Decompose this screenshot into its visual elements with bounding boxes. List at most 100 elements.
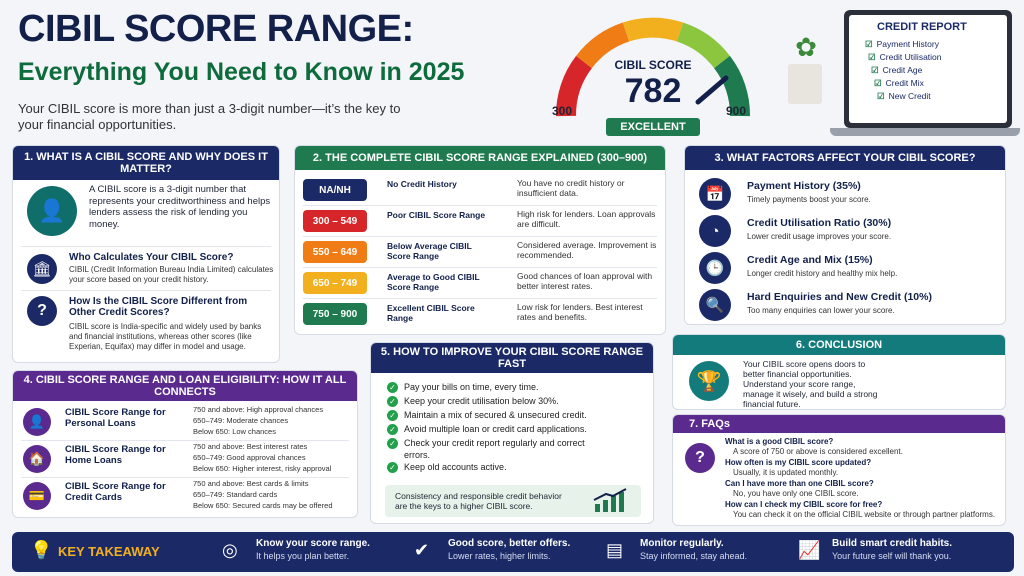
range-label: Poor CIBIL Score Range bbox=[387, 210, 486, 220]
range-label: No Credit History bbox=[387, 179, 457, 189]
tip-text: Keep your credit utilisation below 30%. bbox=[404, 396, 559, 406]
credit-report-item-label: New Credit bbox=[888, 91, 931, 101]
eligibility-line: 750 and above: High approval chances bbox=[193, 405, 324, 414]
faq-item: What is a good CIBIL score? A score of 75… bbox=[725, 437, 1001, 456]
eligibility-line: 750 and above: Best cards & limits bbox=[193, 479, 309, 488]
takeaway-item: Build smart credit habits. Your future se… bbox=[832, 538, 952, 561]
check-icon: ✓ bbox=[387, 438, 398, 450]
faq-question: Can I have more than one CIBIL score? bbox=[725, 479, 874, 488]
range-label: Excellent CIBIL Score Range bbox=[387, 303, 475, 323]
document-icon: ▤ bbox=[606, 540, 624, 560]
range-badge: NA/NH bbox=[303, 179, 367, 201]
takeaway-title: Good score, better offers. bbox=[448, 538, 571, 549]
faq-answer: Usually, it is updated monthly. bbox=[733, 467, 839, 477]
factor-title: Payment History (35%) bbox=[747, 180, 861, 192]
takeaway-title: Build smart credit habits. bbox=[832, 538, 953, 549]
who-calculates-title: Who Calculates Your CIBIL Score? bbox=[69, 252, 234, 263]
eligibility-line: 650–749: Moderate chances bbox=[193, 416, 289, 425]
gauge-max: 900 bbox=[726, 104, 747, 118]
takeaway-title: Monitor regularly. bbox=[640, 538, 724, 549]
eligibility-line: Below 650: Secured cards may be offered bbox=[193, 501, 333, 510]
credit-report-item-label: Credit Mix bbox=[885, 78, 924, 88]
tip-text: Keep old accounts active. bbox=[404, 462, 507, 472]
checkbox-icon: ☑ bbox=[877, 91, 885, 101]
takeaway-subtitle: Your future self will thank you. bbox=[832, 551, 952, 561]
consistency-note-box: Consistency and responsible credit behav… bbox=[385, 485, 641, 517]
range-description: Good chances of loan approval with bette… bbox=[517, 271, 653, 291]
takeaway-subtitle: It helps you plan better. bbox=[256, 551, 350, 561]
range-description: You have no credit history or insufficie… bbox=[517, 178, 625, 198]
tip-text: Avoid multiple loan or credit card appli… bbox=[404, 424, 587, 434]
checkbox-icon: ☑ bbox=[871, 65, 879, 75]
range-label: Average to Good CIBIL Score Range bbox=[387, 272, 480, 292]
laptop-illustration: ✿ CREDIT REPORT ☑ Payment History ☑ Credit … bbox=[770, 4, 1020, 144]
loan-type-label: CIBIL Score Range for Home Loans bbox=[65, 444, 166, 466]
faq-answer: You can check it on the official CIBIL w… bbox=[733, 509, 996, 519]
credit-report-item-label: Credit Utilisation bbox=[879, 52, 942, 62]
tip-item: ✓ Avoid multiple loan or credit card appl… bbox=[387, 423, 647, 437]
range-badge: 300 – 549 bbox=[303, 210, 367, 232]
credit-report-item: ☑ New Credit bbox=[877, 91, 931, 102]
section-score-range: 2. THE COMPLETE CIBIL SCORE RANGE EXPLAI… bbox=[294, 145, 666, 335]
section-2-title: 2. THE COMPLETE CIBIL SCORE RANGE EXPLAI… bbox=[295, 146, 665, 170]
credit-report-item-label: Credit Age bbox=[882, 65, 923, 75]
section-factors: 3. WHAT FACTORS AFFECT YOUR CIBIL SCORE?… bbox=[684, 145, 1006, 325]
check-icon: ✓ bbox=[387, 396, 398, 408]
credit-report-item-label: Payment History bbox=[876, 39, 939, 49]
section-faqs: 7. FAQs ? What is a good CIBIL score? A s… bbox=[672, 414, 1006, 526]
faq-item: Can I have more than one CIBIL score? No,… bbox=[725, 479, 1001, 498]
section-3-title: 3. WHAT FACTORS AFFECT YOUR CIBIL SCORE? bbox=[685, 146, 1005, 170]
target-icon: ◎ bbox=[222, 540, 238, 560]
eligibility-line: Below 650: Higher interest, risky approv… bbox=[193, 464, 332, 473]
credit-report-title: CREDIT REPORT bbox=[877, 21, 967, 33]
range-badge: 550 – 649 bbox=[303, 241, 367, 263]
range-description: Low risk for lenders. Best interest rate… bbox=[517, 302, 643, 322]
takeaway-subtitle: Lower rates, higher limits. bbox=[448, 551, 551, 561]
tip-item: ✓ Pay your bills on time, every time. bbox=[387, 381, 647, 395]
shield-icon: ✔ bbox=[414, 540, 430, 560]
section-6-title: 6. CONCLUSION bbox=[673, 335, 1005, 355]
gauge-value: 782 bbox=[624, 72, 682, 110]
check-icon: ✓ bbox=[387, 410, 398, 422]
calendar-icon: 📅 bbox=[699, 178, 731, 210]
factor-description: Longer credit history and healthy mix he… bbox=[747, 269, 898, 278]
takeaway-title: Know your score range. bbox=[256, 538, 370, 549]
factor-title: Credit Age and Mix (15%) bbox=[747, 254, 873, 266]
section-loan-eligibility: 4. CIBIL SCORE RANGE AND LOAN ELIGIBILIT… bbox=[12, 370, 358, 518]
eligibility-line: Below 650: Low chances bbox=[193, 427, 276, 436]
tip-item: ✓ Maintain a mix of secured & unsecured c… bbox=[387, 409, 647, 423]
faq-question: How often is my CIBIL score updated? bbox=[725, 458, 872, 467]
range-badge: 650 – 749 bbox=[303, 272, 367, 294]
growth-icon: 📈 bbox=[798, 540, 821, 560]
consistency-note: Consistency and responsible credit behav… bbox=[395, 491, 562, 511]
bulb-icon: 💡 bbox=[30, 540, 53, 560]
factor-description: Too many enquiries can lower your score. bbox=[747, 306, 895, 315]
who-calculates-body: CIBIL (Credit Information Bureau India L… bbox=[69, 265, 274, 284]
bank-icon: 🏛 bbox=[27, 254, 57, 284]
key-takeaway-label: KEY TAKEAWAY bbox=[58, 544, 160, 559]
checkbox-icon: ☑ bbox=[874, 78, 882, 88]
rating-badge: EXCELLENT bbox=[606, 118, 700, 136]
section-conclusion: 6. CONCLUSION 🏆 Your CIBIL score opens d… bbox=[672, 334, 1006, 410]
check-icon: ✓ bbox=[387, 462, 398, 474]
clock-icon: 🕒 bbox=[699, 252, 731, 284]
section-1-body: A CIBIL score is a 3-digit number that r… bbox=[89, 184, 271, 230]
difference-title: How Is the CIBIL Score Different from Ot… bbox=[69, 296, 248, 318]
takeaway-subtitle: Stay informed, stay ahead. bbox=[640, 551, 748, 561]
home-icon: 🏠 bbox=[23, 445, 51, 473]
conclusion-body: Your CIBIL score opens doors to better f… bbox=[743, 359, 878, 409]
page-subtitle: Everything You Need to Know in 2025 bbox=[18, 58, 465, 86]
tip-item: ✓ Check your credit report regularly and … bbox=[387, 437, 647, 461]
section-improve: 5. HOW TO IMPROVE YOUR CIBIL SCORE RANGE… bbox=[370, 342, 654, 524]
takeaway-item: Good score, better offers. Lower rates, h… bbox=[448, 538, 570, 561]
credit-report-item: ☑ Credit Mix bbox=[874, 78, 924, 89]
intro-text: Your CIBIL score is more than just a 3-d… bbox=[18, 101, 401, 132]
takeaway-item: Know your score range. It helps you plan … bbox=[256, 538, 370, 561]
question-icon: ? bbox=[27, 296, 57, 326]
takeaway-item: Monitor regularly. Stay informed, stay ah… bbox=[640, 538, 747, 561]
tip-item: ✓ Keep your credit utilisation below 30%. bbox=[387, 395, 647, 409]
difference-body: CIBIL score is India-specific and widely… bbox=[69, 322, 262, 351]
factor-title: Credit Utilisation Ratio (30%) bbox=[747, 217, 892, 229]
faq-item: How can I check my CIBIL score for free?… bbox=[725, 500, 1001, 519]
credit-card-icon: 💳 bbox=[23, 482, 51, 510]
